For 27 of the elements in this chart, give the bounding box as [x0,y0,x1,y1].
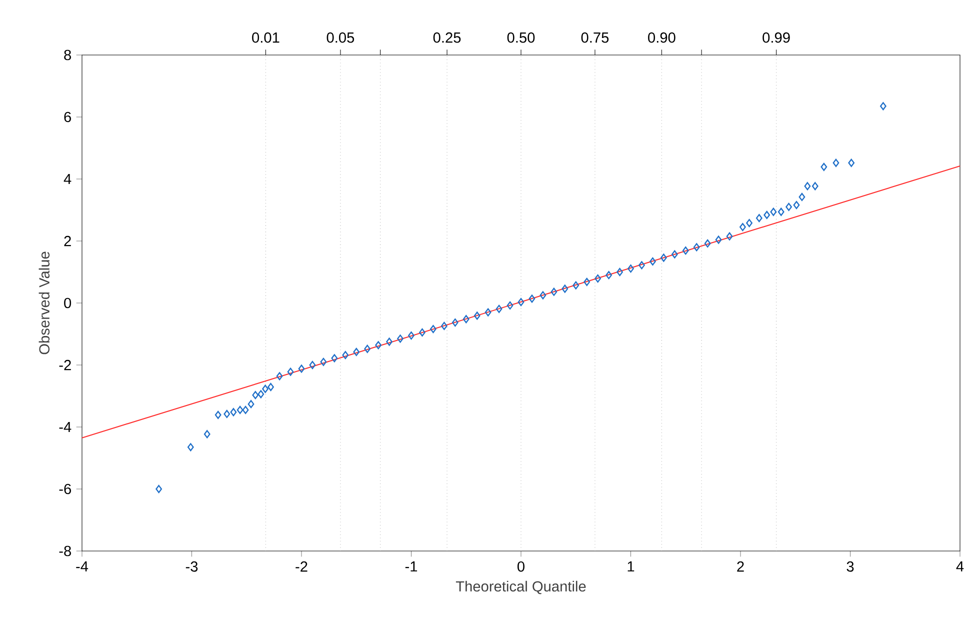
y-tick-label: -2 [59,360,71,370]
x-tick-label: 1 [628,561,634,572]
x-tick-label: 4 [956,561,964,572]
x-axis-title: Theoretical Quantile [456,580,586,594]
x-tick-label: -3 [186,561,198,572]
x-tick-label: -2 [296,561,308,572]
y-tick-label: 2 [64,236,71,246]
annotation: 0.90 [648,32,676,43]
y-tick-label: 6 [64,112,71,122]
x-tick-label: 0 [518,561,524,572]
annotation: 0.99 [762,32,790,43]
annotation: 0.75 [581,32,609,43]
annotation: 0.50 [507,32,535,43]
y-tick-label: 8 [64,50,71,60]
annotation: 0.01 [252,32,280,43]
annotation: 0.25 [433,32,461,43]
x-tick-label: 2 [737,561,744,572]
y-tick-label: -4 [59,422,72,432]
y-tick-label: 0 [64,298,72,308]
y-tick-label: -6 [59,484,71,494]
y-tick-label: -8 [59,546,71,556]
y-tick-label: 4 [64,174,72,184]
x-tick-label: -4 [76,561,88,572]
y-axis-title: Observed Value [38,252,50,354]
x-tick-label: -1 [405,561,418,572]
x-tick-label: 3 [846,561,854,572]
annotation: 0.05 [326,32,354,43]
